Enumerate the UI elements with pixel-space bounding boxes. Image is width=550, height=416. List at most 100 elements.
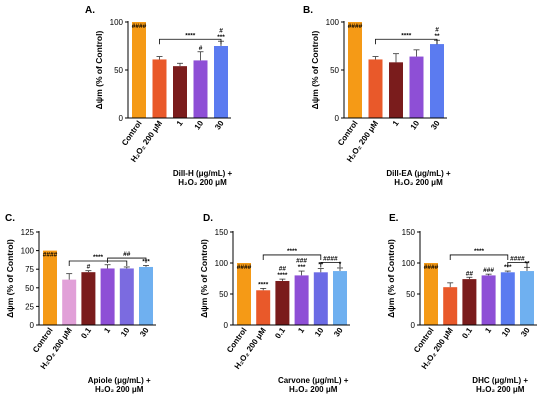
bar (256, 290, 271, 325)
bar (462, 279, 477, 325)
significance-bracket (320, 261, 341, 268)
bar (100, 268, 115, 325)
x-tick-label: 0.1 (79, 326, 93, 341)
significance-bracket (507, 261, 528, 268)
bar (132, 22, 146, 118)
bar (443, 287, 458, 325)
x-tick-label: 10 (193, 119, 206, 132)
significance-bracket (159, 38, 222, 45)
x-axis-label: H₂O₂ 200 μM (394, 178, 443, 187)
bar (139, 266, 153, 325)
significance-label: *** (217, 34, 225, 41)
bar (313, 272, 328, 325)
y-tick-label: 100 (326, 18, 340, 27)
bracket-label: ## (123, 251, 131, 258)
x-axis-label: Carvone (μg/mL) + (278, 376, 349, 385)
x-tick-label: 30 (213, 119, 226, 132)
y-tick-label: 100 (110, 18, 124, 27)
bar (119, 268, 134, 325)
y-tick-label: 100 (402, 259, 416, 268)
significance-label: # (199, 45, 203, 52)
significance-label: ### (483, 267, 494, 274)
bar (62, 279, 77, 325)
bar (520, 271, 534, 325)
significance-label: **** (258, 281, 269, 288)
y-tick-label: 0 (119, 114, 124, 123)
y-tick-label: 50 (25, 284, 34, 293)
x-tick-label: 10 (313, 326, 326, 339)
bar (294, 275, 309, 325)
panel-letter: B. (303, 5, 313, 16)
significance-bracket (68, 260, 128, 267)
bar (430, 44, 444, 118)
significance-label: ** (434, 33, 440, 40)
significance-bracket (449, 254, 509, 260)
y-tick-label: 0 (411, 321, 416, 330)
y-axis-label: Δψm (% of Control) (5, 239, 15, 318)
y-axis-label: Δψm (% of Control) (94, 31, 104, 110)
x-tick-label: 10 (119, 326, 132, 339)
bracket-label: **** (287, 248, 298, 255)
y-axis-label: Δψm (% of Control) (386, 239, 396, 318)
y-tick-label: 150 (402, 228, 416, 237)
significance-label: ## (466, 270, 474, 277)
x-tick-label: 30 (429, 119, 442, 132)
bar (81, 272, 96, 325)
y-tick-label: 100 (21, 247, 35, 256)
bar (348, 22, 362, 118)
significance-label: # (219, 28, 223, 35)
x-axis-label: Dill-H (μg/mL) + (173, 169, 233, 178)
x-tick-label: 30 (138, 326, 151, 339)
significance-bracket (107, 257, 147, 264)
x-tick-label: 10 (500, 326, 513, 339)
x-axis-label: H₂O₂ 200 μM (178, 178, 227, 187)
bar (152, 59, 167, 118)
panel-letter: D. (203, 213, 213, 224)
significance-label: ## (279, 266, 287, 273)
x-axis-label: H₂O₂ 200 μM (289, 385, 338, 394)
significance-label: *** (298, 264, 306, 271)
significance-label: #### (424, 264, 439, 271)
x-tick-label: 30 (519, 326, 532, 339)
significance-label: #### (132, 23, 147, 30)
bar (500, 272, 515, 325)
y-tick-label: 50 (219, 290, 228, 299)
significance-label: # (87, 264, 91, 271)
bracket-label: **** (474, 248, 485, 255)
significance-label: **** (277, 272, 288, 279)
bar (424, 263, 438, 325)
bar (43, 250, 57, 325)
y-tick-label: 0 (335, 114, 340, 123)
y-tick-label: 150 (215, 228, 229, 237)
y-tick-label: 50 (406, 290, 415, 299)
y-tick-label: 125 (21, 228, 35, 237)
x-axis-label: H₂O₂ 200 μM (95, 385, 144, 394)
y-tick-label: 0 (224, 321, 229, 330)
y-tick-label: 25 (25, 302, 34, 311)
x-tick-label: 1 (483, 326, 493, 335)
x-tick-label: 1 (296, 326, 306, 335)
significance-bracket (262, 254, 322, 260)
x-tick-label: 1 (102, 326, 112, 335)
bracket-label: **** (185, 32, 196, 39)
y-tick-label: 0 (30, 321, 35, 330)
bracket-label: #### (323, 255, 338, 262)
bracket-label: **** (401, 32, 412, 39)
y-tick-label: 50 (330, 66, 339, 75)
y-tick-label: 50 (114, 66, 123, 75)
panel-letter: E. (389, 213, 399, 224)
bar (333, 271, 347, 325)
bar (275, 280, 290, 325)
significance-label: ### (296, 258, 307, 265)
x-tick-label: 0.1 (273, 326, 287, 341)
significance-label: #### (348, 23, 363, 30)
bracket-label: **** (93, 254, 104, 261)
bar (368, 59, 383, 118)
x-axis-label: DHC (μg/mL) + (472, 376, 528, 385)
significance-label: #### (237, 264, 252, 271)
significance-label: # (435, 27, 439, 34)
